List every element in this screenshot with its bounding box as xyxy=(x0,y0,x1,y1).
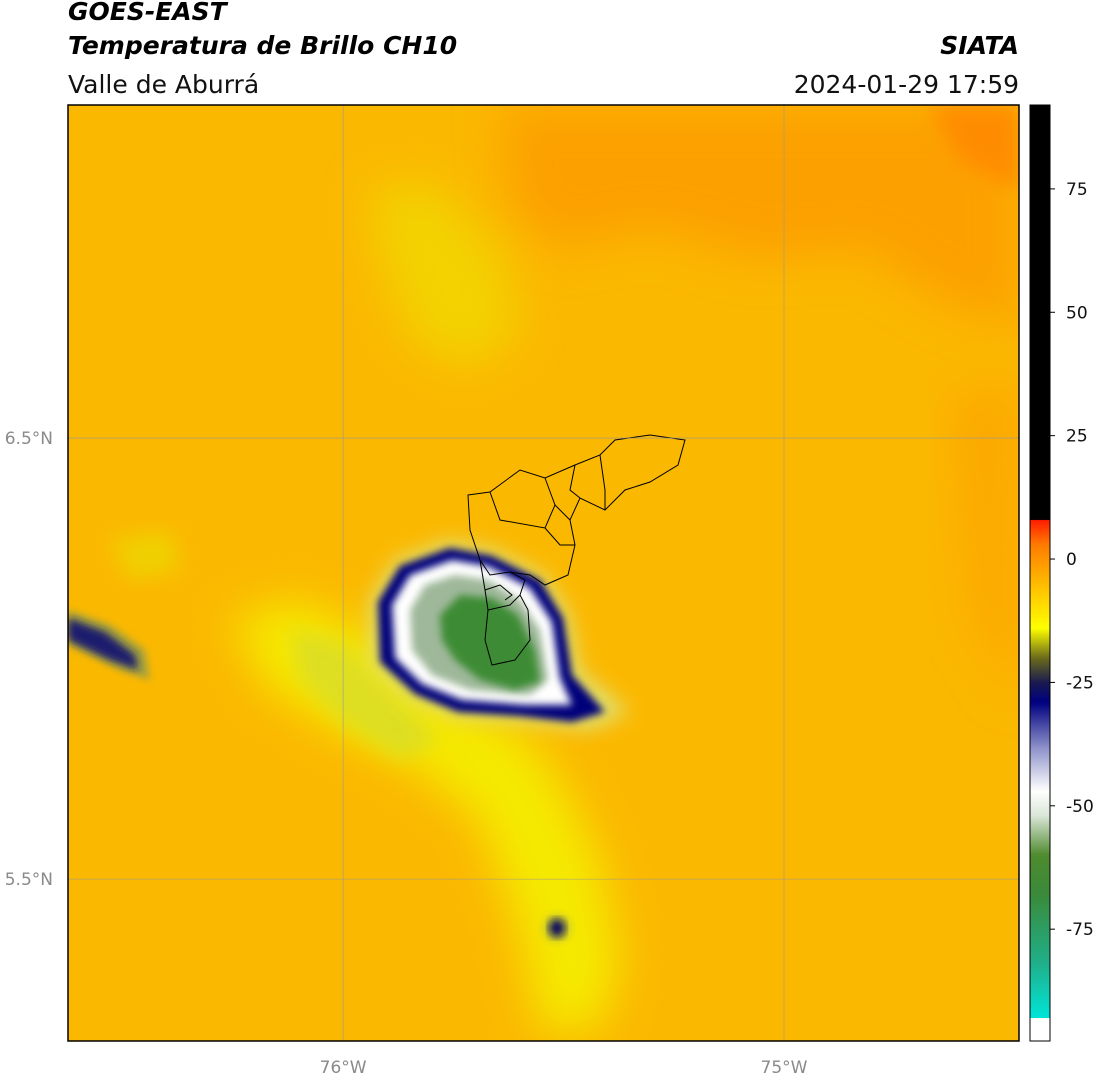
colorbar-segment xyxy=(1030,105,1050,520)
colorbar-segment xyxy=(1030,894,1050,965)
colorbar-segment xyxy=(1030,519,1050,521)
colorbar-segment xyxy=(1030,583,1050,629)
colorbar-segment xyxy=(1030,682,1050,703)
colorbar-segment xyxy=(1030,746,1050,792)
colorbar-segment xyxy=(1030,702,1050,747)
datetime: 2024-01-29 17:59 xyxy=(794,70,1019,99)
cold-cloud xyxy=(68,618,138,670)
boundary xyxy=(479,559,531,666)
graticule xyxy=(68,105,1019,1041)
warm-area xyxy=(950,380,1019,700)
colorbar-tick-label: -50 xyxy=(1066,797,1094,817)
cold-cloud xyxy=(549,919,565,937)
colorbar-tick-label: 25 xyxy=(1066,427,1088,447)
colorbar-segment xyxy=(1030,657,1050,683)
lon-label: 76°W xyxy=(320,1058,367,1078)
lat-label: 5.5°N xyxy=(5,870,53,890)
colorbar-frame xyxy=(1029,104,1051,1042)
source: SIATA xyxy=(940,31,1019,60)
colorbar-segment xyxy=(1030,628,1050,659)
warm-area xyxy=(930,105,1019,190)
cool-area xyxy=(290,630,440,760)
colorbar-segment xyxy=(1030,544,1050,585)
region: Valle de Aburrá xyxy=(68,70,259,99)
satellite: GOES-EAST xyxy=(68,0,229,26)
product: Temperatura de Brillo CH10 xyxy=(68,31,457,60)
colorbar-tick-label: 75 xyxy=(1066,180,1088,200)
colorbar-segment xyxy=(1030,855,1050,895)
cool-area xyxy=(370,180,520,370)
colorbar-tick-label: 50 xyxy=(1066,303,1088,323)
colorbar-segment xyxy=(1030,519,1050,545)
colorbar-under xyxy=(1030,1018,1050,1041)
colorbar-segment xyxy=(1030,815,1050,856)
colorbar-segment xyxy=(1030,790,1050,816)
boundary xyxy=(489,454,606,546)
lat-label: 6.5°N xyxy=(5,429,53,449)
lon-label: 75°W xyxy=(761,1058,808,1078)
cold-cloud-core xyxy=(440,595,540,690)
colorbar-tick-label: 0 xyxy=(1066,550,1077,570)
warm-area xyxy=(500,105,1019,330)
colorbar-tick-label: -25 xyxy=(1066,673,1094,693)
colorbar-segment xyxy=(1030,963,1050,1019)
boundary xyxy=(484,584,521,611)
boundary xyxy=(467,434,686,586)
colorbar: 75 50 25 0 -25 -50 -75 xyxy=(1029,104,1094,1042)
map-image xyxy=(68,105,1019,1041)
cool-area xyxy=(110,530,180,580)
colorbar-tick-label: -75 xyxy=(1066,920,1094,940)
map-frame xyxy=(67,104,1020,1042)
municipal-boundaries xyxy=(467,434,686,666)
